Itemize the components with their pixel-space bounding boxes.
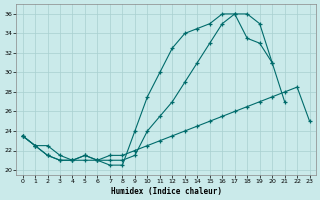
X-axis label: Humidex (Indice chaleur): Humidex (Indice chaleur) bbox=[111, 187, 221, 196]
